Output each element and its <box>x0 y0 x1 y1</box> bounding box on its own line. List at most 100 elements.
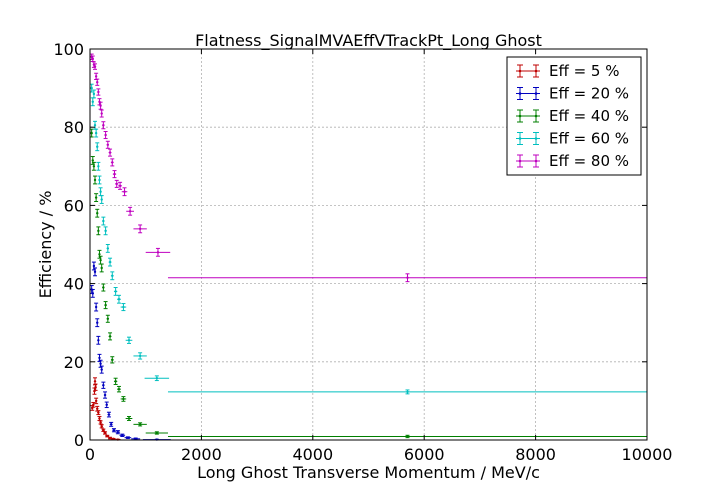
data-point <box>118 181 123 190</box>
data-point <box>96 410 101 416</box>
series-4 <box>89 83 647 395</box>
x-tick-label: 4000 <box>292 445 333 464</box>
data-point <box>103 301 108 310</box>
data-point <box>108 332 113 341</box>
data-point <box>120 303 127 312</box>
data-point <box>105 314 110 323</box>
legend-label: Eff = 20 % <box>549 85 629 103</box>
data-point <box>91 161 96 171</box>
series-5 <box>89 53 647 283</box>
data-point <box>111 437 116 441</box>
data-point <box>101 428 106 432</box>
data-point <box>94 302 99 312</box>
data-point <box>98 420 103 425</box>
data-point <box>126 206 135 216</box>
y-tick-label: 0 <box>74 431 84 450</box>
x-tick-label: 8000 <box>515 445 556 464</box>
data-point <box>133 352 147 360</box>
data-point <box>94 397 99 405</box>
data-point <box>125 336 133 344</box>
y-axis-title: Efficiency / % <box>36 191 55 299</box>
data-point <box>98 101 103 110</box>
legend-label: Eff = 5 % <box>549 62 619 80</box>
data-point <box>103 131 108 140</box>
data-point <box>125 416 133 421</box>
data-point <box>145 431 168 435</box>
data-point <box>91 401 96 408</box>
data-point <box>114 179 119 188</box>
legend: Eff = 5 % Eff = 20 % Eff = 40 % Eff = 60 % E… <box>506 56 642 176</box>
data-point <box>98 187 103 197</box>
data-point <box>111 428 116 433</box>
data-point <box>109 421 114 427</box>
data-point <box>133 224 147 234</box>
data-point <box>101 283 106 292</box>
data-point <box>105 244 110 253</box>
data-point <box>96 226 101 236</box>
data-point <box>90 288 95 298</box>
data-point <box>89 128 94 138</box>
data-point <box>167 273 647 283</box>
data-point <box>99 195 104 204</box>
legend-entry: Eff = 5 % <box>516 62 619 80</box>
legend-entry: Eff = 40 % <box>516 107 629 125</box>
legend-label: Eff = 60 % <box>549 130 629 148</box>
series-3 <box>89 128 647 439</box>
data-point <box>94 72 99 80</box>
data-point <box>120 396 127 402</box>
data-point <box>115 430 121 435</box>
data-point <box>108 257 113 267</box>
data-point <box>95 318 100 328</box>
legend-entry: Eff = 80 % <box>516 152 629 170</box>
x-tick-label: 2000 <box>181 445 222 464</box>
data-point <box>108 436 113 440</box>
data-point <box>124 436 132 439</box>
data-point <box>93 63 98 70</box>
data-point <box>99 365 104 374</box>
data-point <box>121 187 128 197</box>
data-point <box>110 356 115 364</box>
series-2 <box>89 261 171 441</box>
data-point <box>101 121 106 130</box>
data-point <box>91 89 96 99</box>
data-point <box>90 156 95 165</box>
series-layer <box>89 53 647 441</box>
y-tick-label: 80 <box>64 118 84 137</box>
data-point <box>99 424 104 429</box>
data-point <box>105 140 110 149</box>
series-1 <box>90 377 121 441</box>
data-point <box>97 175 102 185</box>
data-point <box>93 120 98 130</box>
y-tick-label: 60 <box>64 196 84 215</box>
data-point <box>106 411 111 418</box>
data-point <box>116 385 121 393</box>
legend-entry: Eff = 60 % <box>516 130 629 148</box>
legend-label: Eff = 40 % <box>549 107 629 125</box>
y-tick-label: 40 <box>64 275 84 294</box>
data-point <box>95 142 100 152</box>
legend-entry: Eff = 20 % <box>516 85 629 103</box>
data-point <box>119 433 126 437</box>
data-point <box>91 261 96 271</box>
x-axis-title: Long Ghost Transverse Momentum / MeV/c <box>197 463 540 482</box>
data-point <box>112 170 117 179</box>
data-point <box>108 148 113 157</box>
data-point <box>103 226 108 236</box>
data-point <box>93 175 98 185</box>
data-point <box>93 267 98 277</box>
data-point <box>116 294 121 304</box>
data-point <box>96 88 101 96</box>
data-point <box>94 193 99 202</box>
data-point <box>103 431 108 435</box>
data-point <box>110 158 115 167</box>
data-point <box>97 249 102 259</box>
data-point <box>101 216 106 226</box>
data-point <box>110 271 115 281</box>
data-point <box>99 109 104 118</box>
data-point <box>96 335 101 345</box>
x-tick-label: 0 <box>85 445 95 464</box>
y-tick-label: 20 <box>64 353 84 372</box>
data-point <box>95 208 100 218</box>
data-point <box>97 416 102 421</box>
